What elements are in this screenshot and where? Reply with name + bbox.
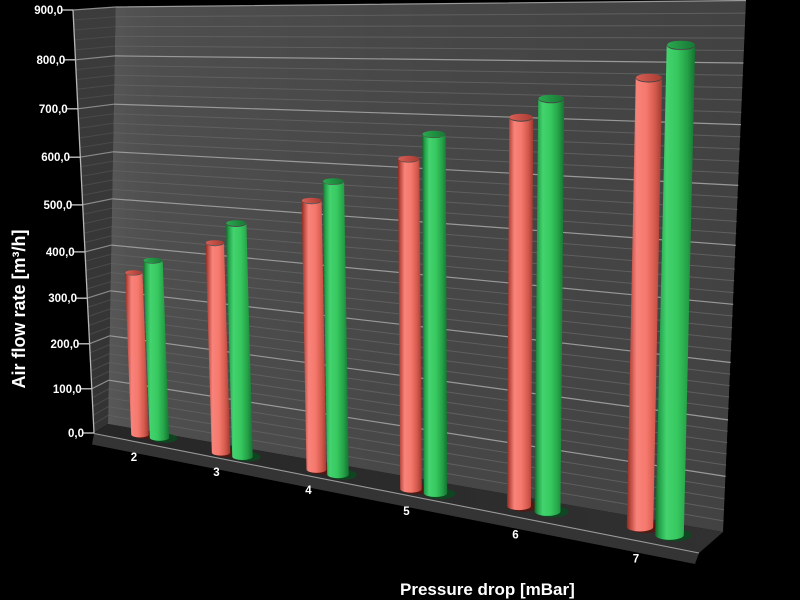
svg-text:700,0: 700,0	[39, 104, 68, 116]
svg-text:6: 6	[512, 530, 518, 542]
svg-text:Air flow rate [m³/h]: Air flow rate [m³/h]	[9, 229, 29, 388]
svg-text:5: 5	[403, 506, 410, 518]
svg-text:4: 4	[305, 485, 312, 497]
svg-text:Pressure drop [mBar]: Pressure drop [mBar]	[400, 580, 575, 599]
svg-text:3: 3	[213, 467, 219, 479]
svg-text:300,0: 300,0	[48, 293, 77, 305]
svg-text:200,0: 200,0	[51, 339, 80, 351]
svg-text:600,0: 600,0	[41, 152, 70, 164]
svg-text:0,0: 0,0	[68, 428, 84, 440]
svg-text:2: 2	[131, 452, 137, 464]
svg-text:7: 7	[633, 554, 639, 566]
svg-text:400,0: 400,0	[46, 247, 75, 259]
svg-text:100,0: 100,0	[53, 384, 82, 396]
svg-text:900,0: 900,0	[34, 5, 63, 17]
svg-text:800,0: 800,0	[37, 55, 66, 67]
svg-text:500,0: 500,0	[44, 200, 73, 212]
